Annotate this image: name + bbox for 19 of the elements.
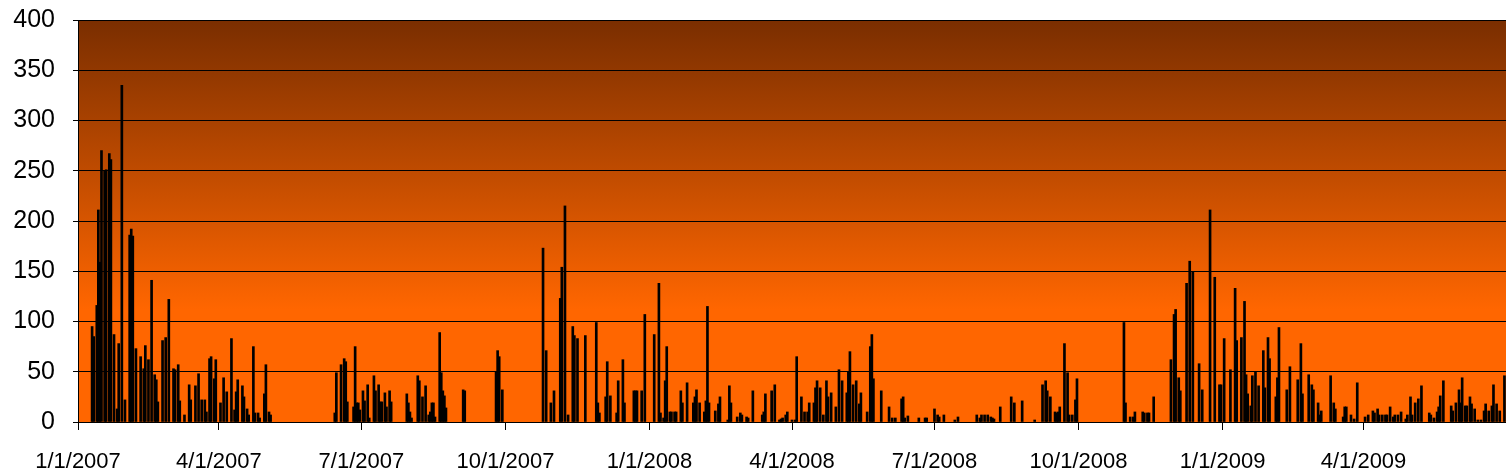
x-tick-label: 4/1/2009: [1320, 448, 1407, 472]
y-tick-label: 400: [13, 3, 55, 32]
x-tick-label: 7/1/2007: [318, 448, 405, 472]
y-tick-label: 150: [13, 255, 55, 284]
y-tick-label: 250: [13, 154, 55, 183]
x-tick-label: 1/1/2009: [1179, 448, 1266, 472]
y-tick-label: 200: [13, 204, 55, 233]
x-tick-label: 10/1/2008: [1029, 448, 1128, 472]
y-tick-label: 300: [13, 104, 55, 133]
x-tick-label: 7/1/2008: [891, 448, 978, 472]
y-tick-label: 50: [27, 355, 55, 384]
y-tick-label: 350: [13, 54, 55, 83]
x-tick-label: 4/1/2008: [749, 448, 835, 472]
x-tick-label: 4/1/2007: [176, 448, 262, 472]
x-tick-label: 10/1/2007: [456, 448, 555, 472]
y-tick-label: 0: [41, 405, 55, 434]
y-tick-label: 100: [13, 305, 55, 334]
x-tick-label: 1/1/2007: [35, 448, 121, 472]
x-tick-label: 1/1/2008: [606, 448, 693, 472]
